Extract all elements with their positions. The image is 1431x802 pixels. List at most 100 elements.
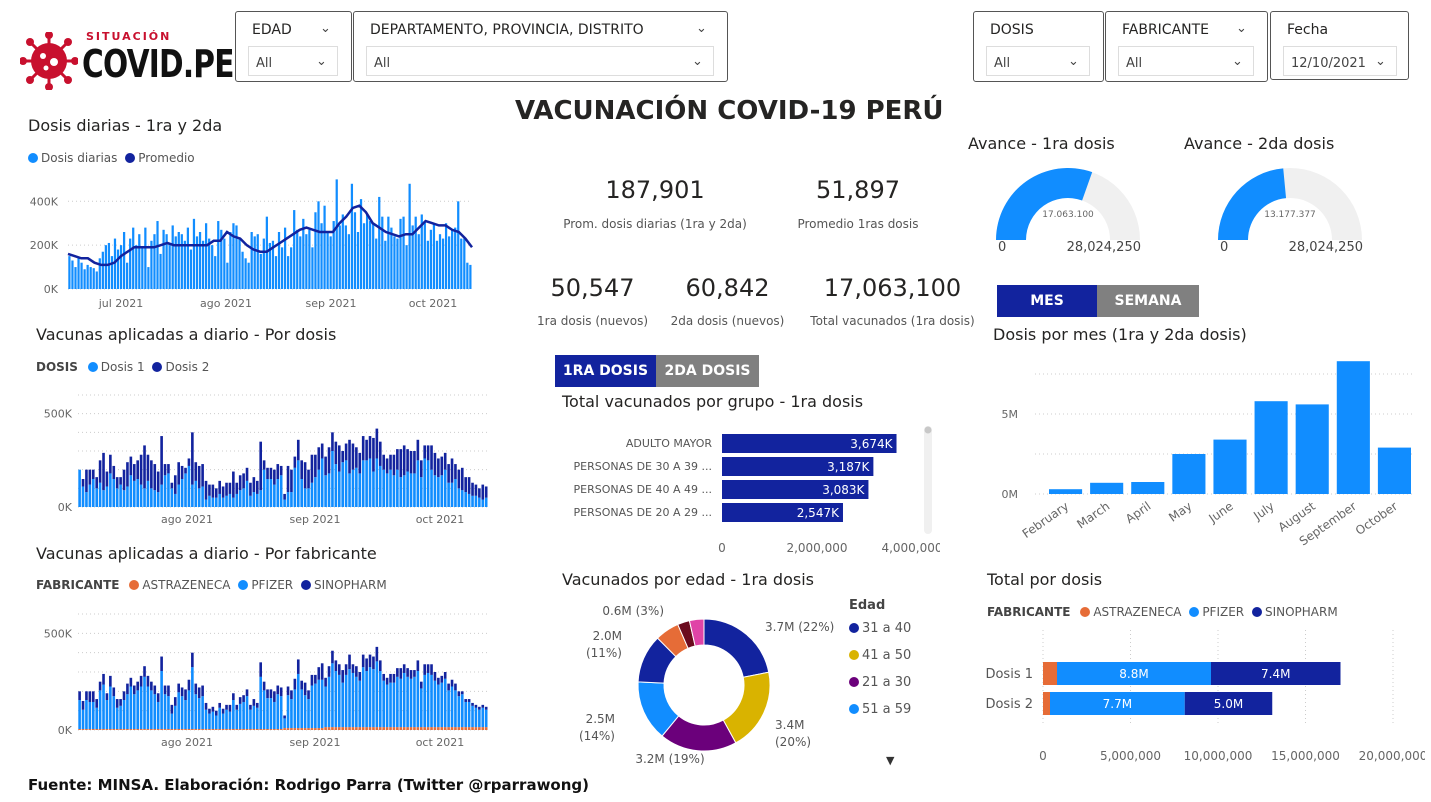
bar-segment [238,703,242,730]
chevron-down-icon[interactable]: ⌄ [1068,54,1079,69]
filter-ubicacion[interactable]: DEPARTAMENTO, PROVINCIA, DISTRITO ⌄ All … [353,11,728,82]
bar-segment [180,696,184,730]
bar-segment [337,727,341,730]
chevron-down-icon[interactable]: ⌄ [1236,21,1247,36]
daily-bar [402,216,405,289]
filter-dosis-dropdown[interactable] [986,46,1090,76]
y-tick-label: 0K [44,283,59,296]
data-label: 3,674K [850,437,893,451]
filter-fecha-dropdown[interactable] [1283,46,1397,76]
bar-segment [433,672,437,681]
filter-fecha[interactable]: Fecha 12/10/2021 ⌄ [1270,11,1409,80]
bar-segment [235,493,239,507]
bar-segment [399,477,403,507]
legend-scroll-down-icon[interactable]: ▼ [886,754,895,767]
x-tick-label: sep 2021 [290,736,341,749]
slice-label: 0.6M (3%) [602,604,664,618]
daily-bar [80,262,83,289]
group-bar [722,457,874,476]
daily-bar [180,234,183,289]
legend-title: DOSIS [36,360,78,374]
bar-segment [283,718,286,729]
bar-segment [259,490,262,507]
bar-segment [187,729,191,730]
bar-segment [269,689,273,699]
bar-segment [208,708,211,714]
chevron-down-icon[interactable]: ⌄ [696,21,707,36]
chevron-down-icon[interactable]: ⌄ [316,54,327,69]
bar-segment [437,458,440,478]
bar-segment [416,671,420,728]
bar-segment [351,672,355,728]
legend-item: PFIZER [1202,605,1245,619]
bar-segment [334,464,338,507]
bar-segment [201,685,204,697]
bar-segment [201,729,204,730]
kpi-prom-1ras-label: Promedio 1ras dosis [797,217,919,231]
bar-segment [361,727,365,730]
daily-bar [384,240,387,289]
filter-dosis[interactable]: DOSIS All ⌄ [973,11,1104,82]
1ra-dosis-toggle-button[interactable]: 1RA DOSIS [555,355,656,387]
bar-segment [225,495,228,507]
gauge-value-label: 13.177.377 [1264,210,1316,220]
grupo-chart-title: Total vacunados por grupo - 1ra dosis [562,392,864,411]
semana-toggle-button[interactable]: SEMANA [1097,285,1199,317]
bar-segment [293,689,297,729]
bar-segment [173,729,177,730]
filter-fabricante-dropdown[interactable] [1118,46,1254,76]
chevron-down-icon[interactable]: ⌄ [320,21,331,36]
bar-segment [450,686,454,728]
bar-segment [259,662,262,677]
chevron-down-icon[interactable]: ⌄ [1232,54,1243,69]
bar-segment [443,469,447,507]
bar-segment [385,458,389,474]
gauge-max-label: 28,024,250 [1067,240,1141,255]
filter-ubicacion-dropdown[interactable] [366,46,714,76]
bar-segment [95,488,98,507]
legend-item: Dosis diarias [41,151,118,165]
2da-dosis-toggle-button[interactable]: 2DA DOSIS [656,355,759,387]
daily-bar [387,216,390,289]
gauge-2da-chart: 13.177.377 0 28,024,250 [1218,168,1363,255]
bar-segment [430,664,433,675]
mes-toggle-button[interactable]: MES [997,285,1097,317]
bar-segment [406,676,409,728]
bar-segment [416,660,420,672]
legend-dot-icon [129,580,140,590]
bar-segment [440,675,444,683]
bar-segment [119,705,122,730]
bar-segment [228,729,232,730]
daily-chart-legend: Dosis diarias Promedio [28,151,195,165]
bar-segment [191,729,194,730]
bar-segment [290,492,293,507]
daily-bar [378,196,381,289]
bar-segment [242,701,245,730]
bar-segment [112,479,116,507]
daily-bar [110,256,114,289]
chevron-down-icon[interactable]: ⌄ [1375,54,1386,69]
bar-segment [334,660,338,672]
daily-bar [244,258,247,289]
bar-segment [218,493,221,507]
bar-segment [457,727,461,730]
y-tick-label: 500K [44,627,73,640]
bar-segment [310,674,314,686]
bar-segment [105,471,109,487]
slice-label: 2.0M (11%) [586,629,622,660]
chevron-down-icon[interactable]: ⌄ [692,54,703,69]
bar-segment [252,705,256,730]
filter-fabricante[interactable]: FABRICANTE ⌄ All ⌄ [1105,11,1268,82]
bar-segment [156,693,160,702]
bar-segment [232,700,235,730]
bar-segment [245,696,249,730]
bar-segment [279,729,283,730]
bar-segment [344,664,348,675]
filter-edad[interactable]: EDAD ⌄ All ⌄ [235,11,352,82]
daily-bar [454,227,457,289]
bar-segment [184,473,187,507]
bar-segment [102,684,105,730]
bar-segment [173,697,177,706]
bar-segment [279,465,283,476]
filter-edad-dropdown[interactable] [248,46,338,76]
